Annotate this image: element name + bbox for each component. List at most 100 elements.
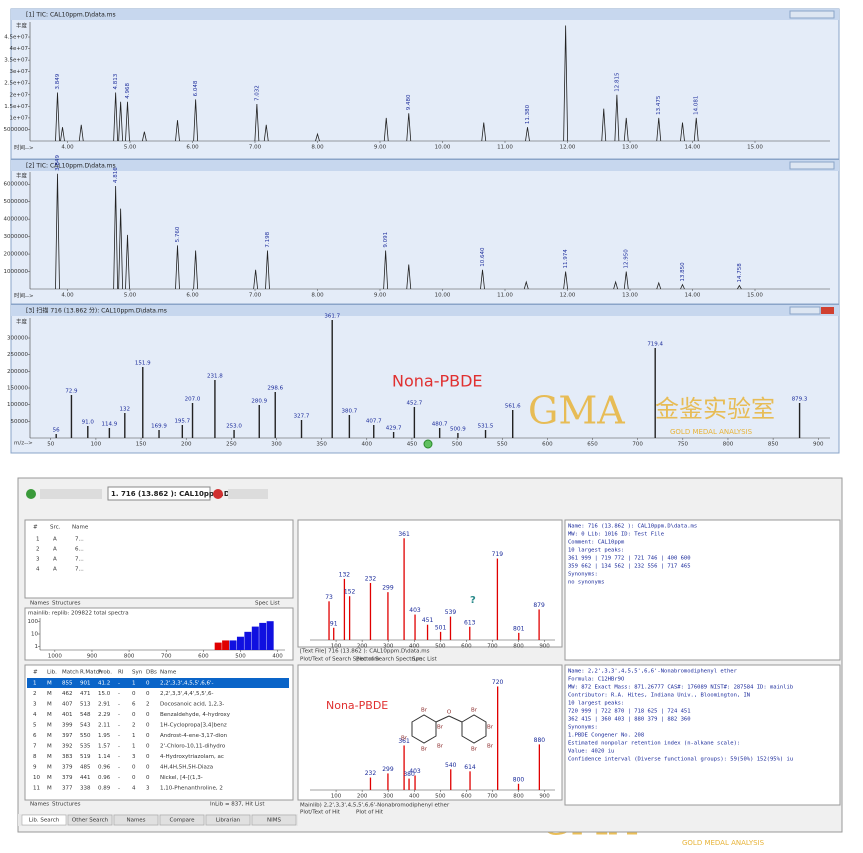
peak-label: 132 bbox=[339, 571, 351, 578]
hit-cell: 4 bbox=[132, 786, 136, 792]
x-tick-label: 400 bbox=[409, 644, 420, 650]
hit-cell: 2 bbox=[146, 702, 150, 708]
x-tick-label: 500 bbox=[452, 442, 463, 448]
column-header: Prob. bbox=[98, 670, 112, 676]
x-tick-label: 7.00 bbox=[249, 293, 262, 299]
hit-cell: 550 bbox=[80, 733, 91, 739]
window-controls[interactable] bbox=[789, 161, 835, 170]
hit-cell: 2,2',3,3',4,4',5,5',6- bbox=[160, 691, 214, 697]
peak-label: 480.7 bbox=[432, 422, 448, 428]
toolbar-icons[interactable] bbox=[228, 489, 268, 499]
tab-button[interactable] bbox=[205, 814, 251, 826]
peak-label: 561.6 bbox=[505, 404, 521, 410]
y-tick-label: 1e+07 bbox=[10, 115, 29, 121]
peak-label: 361 bbox=[398, 738, 410, 745]
hit-cell: 0.96 bbox=[98, 765, 111, 771]
y-tick-label: 3e+07 bbox=[10, 69, 29, 75]
tab[interactable]: Names bbox=[30, 802, 49, 808]
close-button[interactable] bbox=[821, 307, 834, 314]
tab-button[interactable] bbox=[159, 814, 205, 826]
y-tick-label: 6000000 bbox=[4, 182, 29, 188]
toolbar-icon[interactable] bbox=[213, 489, 223, 499]
peak-label: 253.0 bbox=[226, 424, 242, 430]
hit-cell: M bbox=[47, 733, 52, 739]
list-cell: 7... bbox=[75, 567, 84, 573]
x-tick-label: 100 bbox=[91, 442, 102, 448]
peak-label: 72.9 bbox=[65, 389, 78, 395]
column-header: Name bbox=[160, 670, 177, 676]
window-title: [2] TIC: CAL10ppm.D\data.ms bbox=[26, 163, 116, 170]
toolbar-icons[interactable] bbox=[40, 489, 102, 499]
spectrum-selector[interactable] bbox=[107, 486, 211, 501]
hit-cell: 543 bbox=[80, 723, 91, 729]
column-header: # bbox=[33, 525, 38, 531]
tab[interactable]: Spec List bbox=[255, 601, 281, 607]
tab[interactable]: Plot of Search Spectrum bbox=[356, 657, 422, 663]
peak-label: 14.081 bbox=[694, 96, 700, 115]
hit-cell: 0 bbox=[132, 775, 136, 781]
y-tick-label: 5000000 bbox=[4, 199, 29, 205]
annotation: Nona-PBDE bbox=[392, 372, 483, 391]
peak bbox=[193, 250, 199, 290]
x-tick-label: 700 bbox=[487, 794, 498, 800]
hit-cell: 3 bbox=[33, 702, 37, 708]
peak bbox=[481, 122, 487, 142]
window-controls[interactable] bbox=[789, 306, 821, 315]
x-tick-label: 9.00 bbox=[374, 293, 387, 299]
tab-button[interactable] bbox=[251, 814, 297, 826]
y-tick-label: 4000000 bbox=[4, 217, 29, 223]
tab[interactable]: Plot of Hit bbox=[356, 810, 384, 816]
peak-label: 151.9 bbox=[135, 361, 151, 367]
tab-button[interactable] bbox=[21, 814, 67, 826]
x-tick-label: 15.00 bbox=[747, 145, 763, 151]
annotation: Nona-PBDE bbox=[326, 699, 388, 712]
peak-label: 11.380 bbox=[525, 104, 531, 124]
scan-marker[interactable] bbox=[423, 439, 433, 449]
peak-label: 114.9 bbox=[101, 422, 117, 428]
x-tick-label: 700 bbox=[487, 644, 498, 650]
tab-button[interactable] bbox=[67, 814, 113, 826]
tab[interactable]: Structures bbox=[52, 802, 81, 808]
x-tick-label: 11.00 bbox=[497, 145, 513, 151]
peak-label: 12.815 bbox=[614, 72, 620, 92]
hit-cell: 1 bbox=[33, 681, 37, 687]
peak-label: 4.816 bbox=[113, 167, 119, 183]
tab-button[interactable] bbox=[113, 814, 159, 826]
list-cell: 6... bbox=[75, 547, 84, 553]
peak-label: 720 bbox=[492, 679, 504, 686]
x-tick-label: 400 bbox=[272, 654, 283, 660]
tab[interactable]: Spec List bbox=[412, 657, 438, 663]
hit-cell: 548 bbox=[80, 712, 91, 718]
y-tick-label: 4e+07 bbox=[10, 46, 29, 52]
hit-cell: 407 bbox=[62, 702, 73, 708]
y-tick-label: 10 bbox=[31, 632, 38, 638]
peak-label: 13.850 bbox=[680, 262, 686, 282]
selected-row[interactable] bbox=[27, 678, 289, 688]
hit-cell: 4H,4H,5H,5H-Diaza bbox=[160, 765, 213, 771]
peak bbox=[55, 173, 60, 290]
histogram-bar bbox=[244, 631, 252, 650]
tab[interactable]: Structures bbox=[52, 601, 81, 607]
tab[interactable]: Names bbox=[30, 601, 49, 607]
peak-label: 7.198 bbox=[265, 231, 271, 247]
x-tick-label: 750 bbox=[678, 442, 689, 448]
hit-cell: 0 bbox=[132, 765, 136, 771]
peak-label: 14.758 bbox=[737, 263, 743, 283]
toolbar-icon[interactable] bbox=[26, 489, 36, 499]
hit-cell: 9 bbox=[33, 765, 37, 771]
structure-ring bbox=[411, 714, 437, 744]
tab[interactable]: Plot/Text of Hit bbox=[300, 810, 341, 816]
structure-ring bbox=[461, 714, 487, 744]
window-controls[interactable] bbox=[789, 10, 835, 19]
hit-cell: 462 bbox=[62, 691, 73, 697]
hit-cell: M bbox=[47, 754, 52, 760]
tab[interactable]: Plot/Text of Search Spectrum bbox=[300, 657, 379, 663]
x-tick-label: 800 bbox=[513, 644, 524, 650]
hit-cell: - bbox=[118, 765, 120, 771]
peak-label: 500.9 bbox=[450, 427, 466, 433]
hit-cell: 379 bbox=[62, 765, 73, 771]
hit-cell: 399 bbox=[62, 723, 73, 729]
x-tick-label: 100 bbox=[331, 794, 342, 800]
x-tick-label: 800 bbox=[124, 654, 135, 660]
x-tick-label: 10.00 bbox=[435, 145, 451, 151]
